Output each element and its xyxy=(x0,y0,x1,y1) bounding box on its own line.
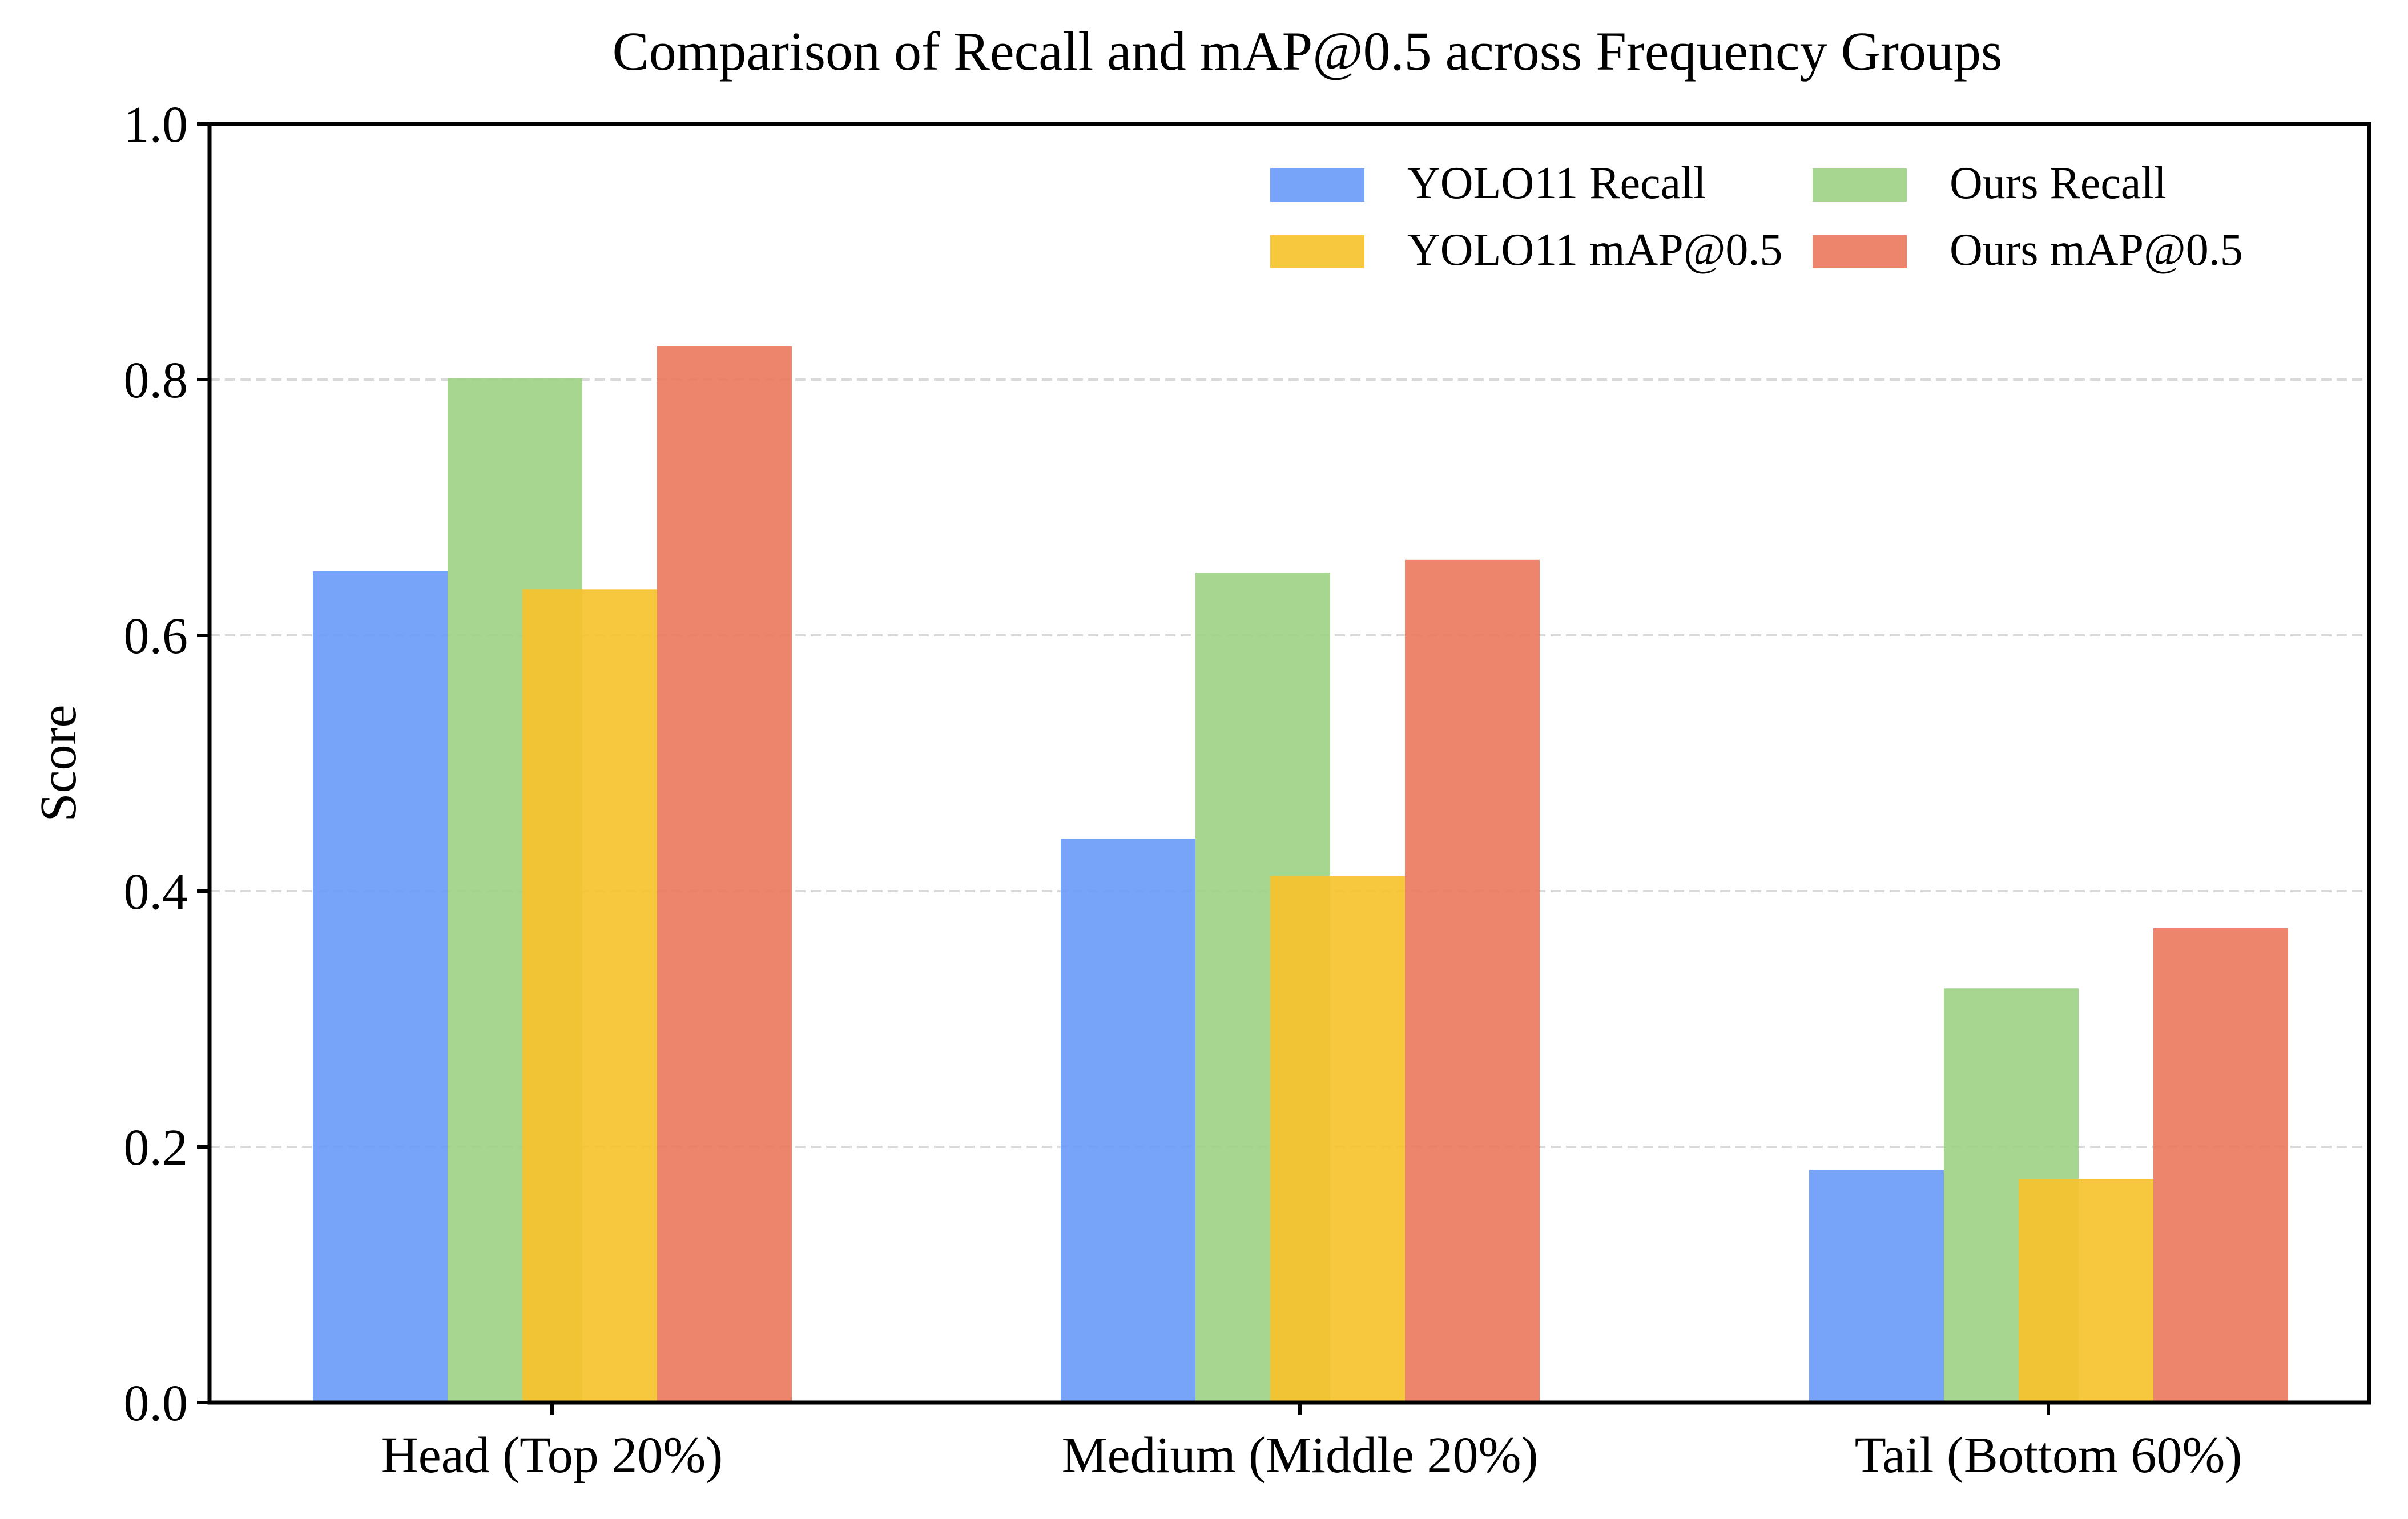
bar xyxy=(1270,876,1405,1403)
legend-swatch xyxy=(1270,168,1364,202)
chart-title: Comparison of Recall and mAP@0.5 across … xyxy=(613,21,2003,82)
y-tick-label: 0.4 xyxy=(124,864,188,920)
plot-area-frame xyxy=(207,122,2371,1405)
bar xyxy=(657,346,792,1403)
y-tick-label: 0.6 xyxy=(124,608,188,664)
bar xyxy=(1405,559,1540,1403)
legend-swatch xyxy=(1270,235,1364,268)
bar xyxy=(2153,928,2288,1403)
legend-swatch xyxy=(1813,235,1907,268)
y-tick-label: 0.0 xyxy=(124,1375,188,1432)
legend-label: Ours Recall xyxy=(1950,158,2167,208)
legend-label: YOLO11 Recall xyxy=(1407,158,1706,208)
x-tick-label: Head (Top 20%) xyxy=(381,1427,723,1484)
legend: YOLO11 Recall YOLO11 mAP@0.5 Ours Recall Ou… xyxy=(1270,158,2243,275)
y-tick-label: 0.8 xyxy=(124,352,188,409)
y-tick-label: 1.0 xyxy=(124,96,188,153)
legend-swatch xyxy=(1813,168,1907,202)
x-tick-label: Medium (Middle 20%) xyxy=(1062,1427,1539,1484)
bar xyxy=(2019,1179,2153,1403)
x-axis: Head (Top 20%) Medium (Middle 20%) Tail (B… xyxy=(381,1403,2242,1484)
legend-label: YOLO11 mAP@0.5 xyxy=(1407,225,1782,275)
bar xyxy=(313,571,448,1403)
y-axis-label: Score xyxy=(30,705,87,822)
y-tick-label: 0.2 xyxy=(124,1119,188,1176)
bar xyxy=(1061,839,1195,1403)
bar xyxy=(522,589,657,1403)
y-axis: 0.0 0.2 0.4 0.6 0.8 1.0 xyxy=(124,96,210,1432)
x-tick-label: Tail (Bottom 60%) xyxy=(1855,1427,2242,1484)
bar xyxy=(1809,1170,1944,1403)
legend-label: Ours mAP@0.5 xyxy=(1950,225,2243,275)
bars xyxy=(313,346,2288,1403)
